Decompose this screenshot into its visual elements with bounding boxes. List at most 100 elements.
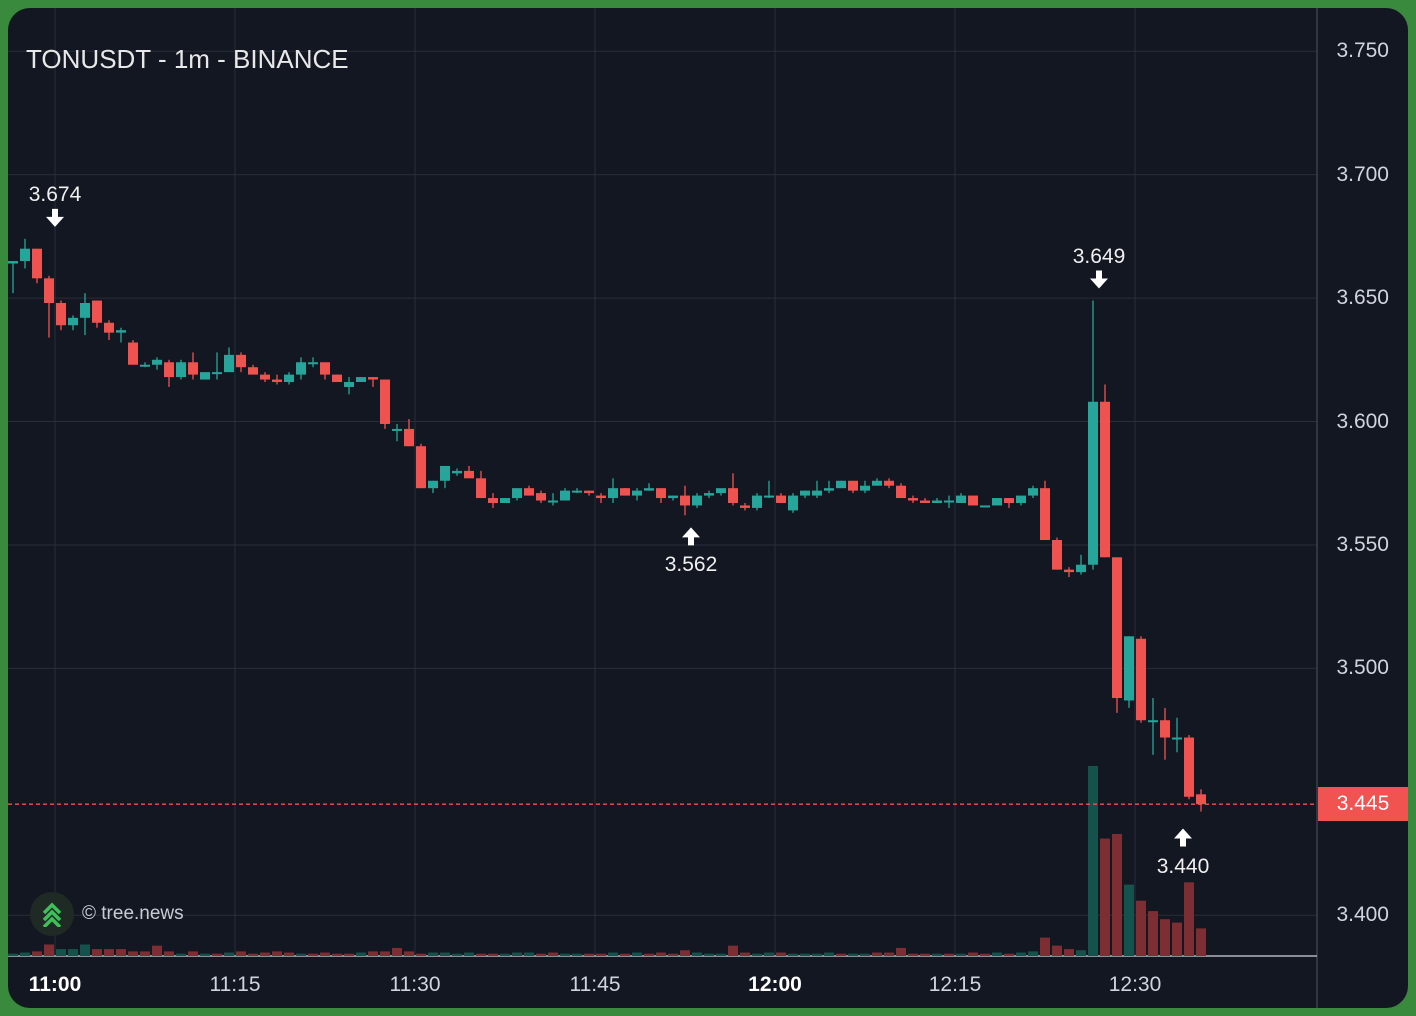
candle <box>1052 540 1062 570</box>
volume-bar <box>368 951 378 956</box>
chart-plot[interactable] <box>8 8 1408 1008</box>
volume-bar <box>668 953 678 956</box>
candle <box>716 488 726 494</box>
volume-bar <box>524 952 534 956</box>
volume-bar <box>188 951 198 956</box>
candle <box>632 490 642 496</box>
x-tick-label: 12:30 <box>1108 973 1162 996</box>
candle <box>656 488 666 499</box>
volume-bar <box>788 953 798 956</box>
volume-bar <box>356 952 366 956</box>
volume-bar <box>200 953 210 956</box>
volume-bar <box>152 945 162 956</box>
volume-bar <box>1064 949 1074 956</box>
volume-bar <box>1052 945 1062 956</box>
volume-bar <box>716 953 726 956</box>
volume-bar <box>260 952 270 956</box>
volume-bar <box>1028 951 1038 956</box>
volume-bar <box>1004 953 1014 956</box>
volume-bar <box>644 953 654 956</box>
volume-bar <box>800 953 810 956</box>
candle <box>1064 569 1074 573</box>
volume-bar <box>1160 919 1170 956</box>
candle <box>1124 636 1134 701</box>
candle <box>500 498 510 503</box>
volume-bar <box>464 952 474 956</box>
candle <box>536 493 546 501</box>
volume-bar <box>500 953 510 956</box>
candle <box>68 317 78 326</box>
candle <box>740 505 750 508</box>
price-annotation: 3.674 <box>28 182 82 206</box>
candle <box>1028 488 1038 496</box>
volume-bar <box>248 953 258 956</box>
volume-bar <box>488 953 498 956</box>
volume-bar <box>1112 833 1122 956</box>
y-tick-label: 3.550 <box>1336 532 1389 556</box>
volume-bar <box>908 953 918 956</box>
volume-bar <box>704 953 714 956</box>
candle <box>20 248 30 262</box>
volume-bar <box>20 952 30 956</box>
price-annotation: 3.440 <box>1156 854 1210 878</box>
candle <box>980 505 990 508</box>
candle <box>1136 638 1146 721</box>
volume-bar <box>920 953 930 956</box>
candle <box>56 303 66 326</box>
volume-bar <box>8 953 18 956</box>
price-annotation: 3.649 <box>1072 244 1126 268</box>
candle <box>1088 401 1098 565</box>
x-tick-label: 12:00 <box>748 973 802 996</box>
candle <box>704 493 714 496</box>
volume-bar <box>836 953 846 956</box>
candle <box>1016 495 1026 503</box>
volume-bar <box>692 952 702 956</box>
volume-bar <box>284 952 294 956</box>
volume-bar <box>1148 911 1158 956</box>
candle <box>104 322 114 333</box>
x-tick-label: 11:15 <box>209 973 261 996</box>
candle <box>860 485 870 491</box>
candle <box>332 374 342 383</box>
candle <box>188 362 198 375</box>
candle <box>368 377 378 380</box>
candle <box>596 495 606 499</box>
volume-bar <box>452 953 462 956</box>
volume-bar <box>1088 766 1098 956</box>
candle <box>308 362 318 365</box>
volume-bar <box>848 953 858 956</box>
candle <box>728 488 738 503</box>
candle <box>452 470 462 474</box>
candle <box>32 248 42 279</box>
volume-bar <box>656 952 666 956</box>
candle <box>272 379 282 383</box>
volume-bar <box>404 951 414 956</box>
last-price-badge: 3.445 <box>1318 787 1408 822</box>
volume-bar <box>620 953 630 956</box>
volume-bar <box>512 952 522 956</box>
candle <box>824 488 834 491</box>
candle <box>572 490 582 493</box>
x-tick-label: 12:15 <box>928 973 982 996</box>
candle <box>764 495 774 498</box>
candle <box>212 372 222 375</box>
y-tick-label: 3.600 <box>1336 409 1389 433</box>
volume-bar <box>476 953 486 956</box>
candle <box>464 470 474 479</box>
volume-bar <box>1136 900 1146 956</box>
candle <box>128 342 138 365</box>
volume-bar <box>296 953 306 956</box>
candle <box>848 480 858 491</box>
candle <box>788 495 798 511</box>
candle <box>692 495 702 506</box>
volume-bar <box>392 947 402 956</box>
candle <box>296 362 306 375</box>
candle <box>1148 720 1158 723</box>
volume-bar <box>992 952 1002 956</box>
volume-bar <box>332 953 342 956</box>
candle <box>836 480 846 489</box>
candle <box>356 377 366 383</box>
chart-frame: TONUSDT - 1m - BINANCE © tree.news 3.674… <box>8 8 1408 1008</box>
watermark-text: © tree.news <box>82 903 184 924</box>
candle <box>224 354 234 373</box>
